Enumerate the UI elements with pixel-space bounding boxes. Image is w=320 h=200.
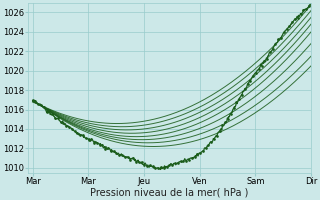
X-axis label: Pression niveau de la mer( hPa ): Pression niveau de la mer( hPa ) <box>90 187 249 197</box>
